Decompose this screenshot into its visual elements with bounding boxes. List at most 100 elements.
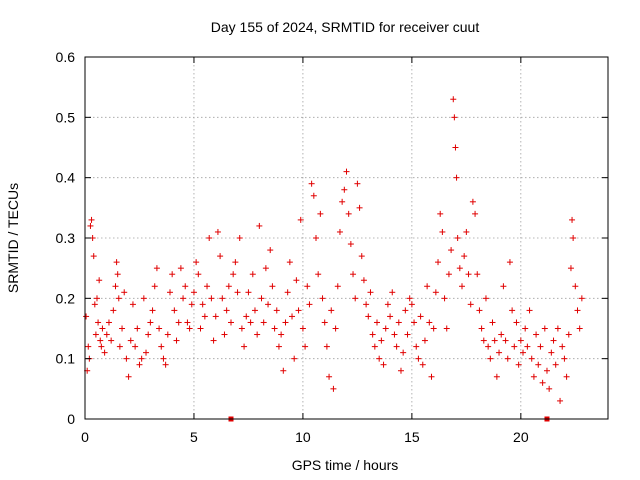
data-point bbox=[247, 319, 254, 326]
data-point bbox=[506, 259, 513, 266]
data-point bbox=[354, 180, 361, 187]
data-point bbox=[121, 289, 128, 296]
data-point bbox=[225, 283, 232, 290]
data-point bbox=[217, 253, 224, 260]
data-point bbox=[415, 355, 422, 362]
data-point bbox=[350, 271, 357, 278]
data-point bbox=[153, 265, 160, 272]
data-point bbox=[134, 325, 141, 332]
data-point bbox=[539, 379, 546, 386]
data-point bbox=[363, 301, 370, 308]
data-point bbox=[182, 283, 189, 290]
data-point bbox=[513, 319, 520, 326]
data-point bbox=[256, 222, 263, 229]
data-point bbox=[212, 313, 219, 320]
data-point bbox=[315, 271, 322, 278]
x-tick-label: 5 bbox=[190, 429, 198, 445]
data-point bbox=[451, 114, 458, 121]
data-point bbox=[456, 265, 463, 272]
data-point bbox=[297, 216, 304, 223]
y-tick-labels: 0 0.1 0.2 0.3 0.4 0.5 0.6 bbox=[56, 49, 76, 427]
data-point bbox=[482, 295, 489, 302]
data-point bbox=[87, 222, 94, 229]
data-point bbox=[206, 235, 213, 241]
data-point bbox=[184, 319, 191, 326]
data-point bbox=[378, 337, 385, 344]
x-tick-label: 0 bbox=[81, 429, 89, 445]
data-point bbox=[188, 301, 195, 308]
data-point bbox=[384, 301, 391, 308]
data-point bbox=[228, 319, 235, 326]
x-tick-label: 15 bbox=[404, 429, 420, 445]
data-point bbox=[430, 325, 437, 332]
y-tick-label: 0.6 bbox=[56, 49, 76, 65]
data-point bbox=[275, 343, 282, 350]
data-point bbox=[210, 337, 217, 344]
data-point bbox=[280, 367, 287, 374]
data-point bbox=[282, 319, 289, 326]
data-point bbox=[376, 355, 383, 362]
data-point bbox=[143, 349, 150, 356]
data-point bbox=[97, 337, 104, 344]
data-point bbox=[432, 289, 439, 296]
data-point bbox=[472, 210, 479, 217]
data-point bbox=[271, 325, 278, 332]
data-point bbox=[574, 307, 581, 314]
data-point bbox=[149, 307, 156, 314]
data-point bbox=[387, 313, 394, 320]
data-point bbox=[569, 216, 576, 223]
x-tick-label: 10 bbox=[295, 429, 311, 445]
data-point bbox=[522, 325, 529, 332]
x-axis-label: GPS time / hours bbox=[292, 457, 399, 473]
data-point bbox=[572, 283, 579, 290]
data-point bbox=[345, 210, 352, 217]
data-point bbox=[310, 192, 317, 199]
data-point bbox=[177, 265, 184, 272]
data-point bbox=[99, 325, 106, 332]
data-point bbox=[258, 295, 265, 302]
data-point bbox=[119, 325, 126, 332]
data-point bbox=[319, 295, 326, 302]
data-point bbox=[517, 337, 524, 344]
data-point bbox=[90, 253, 97, 260]
data-point bbox=[524, 343, 531, 350]
data-point bbox=[500, 283, 507, 290]
data-point bbox=[173, 337, 180, 344]
data-point bbox=[552, 361, 559, 368]
data-point bbox=[557, 397, 564, 404]
data-point bbox=[417, 313, 424, 320]
data-point bbox=[428, 373, 435, 380]
data-point bbox=[576, 325, 583, 332]
data-point bbox=[166, 289, 173, 296]
data-point bbox=[101, 349, 108, 356]
data-point bbox=[273, 307, 280, 314]
data-point bbox=[193, 259, 200, 266]
data-point bbox=[461, 253, 468, 260]
data-point bbox=[550, 337, 557, 344]
data-point bbox=[186, 325, 193, 332]
data-point bbox=[289, 313, 296, 320]
y-tick-label: 0.4 bbox=[56, 170, 76, 186]
data-point bbox=[463, 228, 470, 235]
data-point bbox=[480, 337, 487, 344]
data-point bbox=[504, 355, 511, 362]
y-tick-label: 0.3 bbox=[56, 230, 76, 246]
data-point bbox=[453, 174, 460, 181]
y-axis-label: SRMTID / TECUs bbox=[5, 183, 21, 293]
data-point bbox=[395, 319, 402, 326]
data-point bbox=[92, 331, 99, 338]
data-point bbox=[567, 265, 574, 272]
y-tick-label: 0.5 bbox=[56, 109, 76, 125]
data-point bbox=[402, 307, 409, 314]
data-point bbox=[95, 319, 102, 326]
data-point bbox=[293, 277, 300, 284]
data-point bbox=[374, 319, 381, 326]
data-point bbox=[140, 295, 147, 302]
data-point bbox=[352, 295, 359, 302]
data-point bbox=[478, 325, 485, 332]
data-point bbox=[180, 295, 187, 302]
data-point bbox=[321, 319, 328, 326]
data-point bbox=[317, 210, 324, 217]
data-point bbox=[110, 307, 117, 314]
